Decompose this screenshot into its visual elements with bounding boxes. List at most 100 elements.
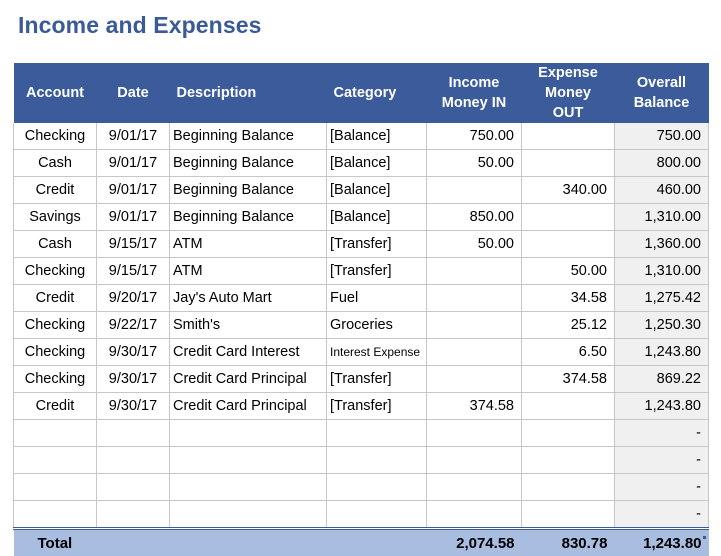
income-cell[interactable] [427, 258, 522, 285]
balance-cell[interactable]: 1,310.00 [615, 258, 709, 285]
date-cell[interactable]: 9/30/17 [97, 393, 170, 420]
balance-cell[interactable]: - [615, 420, 709, 447]
balance-cell[interactable]: 1,275.42 [615, 285, 709, 312]
date-cell[interactable]: 9/15/17 [97, 231, 170, 258]
total-income[interactable]: 2,074.58 [427, 529, 522, 556]
date-cell[interactable]: 9/01/17 [97, 123, 170, 150]
description-cell[interactable]: ATM [170, 231, 327, 258]
account-cell[interactable] [14, 447, 97, 474]
category-cell[interactable]: [Balance] [327, 150, 427, 177]
account-cell[interactable]: Checking [14, 258, 97, 285]
category-cell[interactable] [327, 501, 427, 529]
category-cell[interactable]: [Transfer] [327, 231, 427, 258]
expense-cell[interactable]: 25.12 [522, 312, 615, 339]
balance-cell[interactable]: 1,243.80 [615, 393, 709, 420]
balance-cell[interactable]: - [615, 474, 709, 501]
account-cell[interactable] [14, 501, 97, 529]
expense-cell[interactable] [522, 150, 615, 177]
balance-cell[interactable]: - [615, 501, 709, 529]
header-account[interactable]: Account [14, 63, 97, 123]
income-cell[interactable]: 50.00 [427, 231, 522, 258]
expense-cell[interactable] [522, 204, 615, 231]
description-cell[interactable]: Beginning Balance [170, 123, 327, 150]
header-date[interactable]: Date [97, 63, 170, 123]
expense-cell[interactable]: 340.00 [522, 177, 615, 204]
income-cell[interactable] [427, 339, 522, 366]
category-cell[interactable]: Interest Expense [327, 339, 427, 366]
category-cell[interactable]: Groceries [327, 312, 427, 339]
description-cell[interactable] [170, 420, 327, 447]
date-cell[interactable] [97, 501, 170, 529]
expense-cell[interactable] [522, 420, 615, 447]
balance-cell[interactable]: 1,360.00 [615, 231, 709, 258]
description-cell[interactable] [170, 501, 327, 529]
account-cell[interactable]: Cash [14, 150, 97, 177]
description-cell[interactable]: Beginning Balance [170, 177, 327, 204]
expense-cell[interactable]: 34.58 [522, 285, 615, 312]
date-cell[interactable]: 9/30/17 [97, 366, 170, 393]
description-cell[interactable]: Beginning Balance [170, 150, 327, 177]
expense-cell[interactable] [522, 474, 615, 501]
total-expense[interactable]: 830.78 [522, 529, 615, 556]
income-cell[interactable] [427, 177, 522, 204]
account-cell[interactable]: Credit [14, 177, 97, 204]
account-cell[interactable]: Credit [14, 285, 97, 312]
expense-cell[interactable] [522, 123, 615, 150]
date-cell[interactable]: 9/22/17 [97, 312, 170, 339]
expense-cell[interactable] [522, 501, 615, 529]
description-cell[interactable]: Credit Card Interest [170, 339, 327, 366]
date-cell[interactable]: 9/01/17 [97, 177, 170, 204]
date-cell[interactable] [97, 447, 170, 474]
description-cell[interactable]: Jay's Auto Mart [170, 285, 327, 312]
category-cell[interactable]: [Transfer] [327, 258, 427, 285]
income-cell[interactable]: 50.00 [427, 150, 522, 177]
expense-cell[interactable] [522, 447, 615, 474]
date-cell[interactable]: 9/15/17 [97, 258, 170, 285]
date-cell[interactable]: 9/01/17 [97, 150, 170, 177]
date-cell[interactable]: 9/01/17 [97, 204, 170, 231]
account-cell[interactable] [14, 420, 97, 447]
income-cell[interactable] [427, 285, 522, 312]
category-cell[interactable]: [Balance] [327, 204, 427, 231]
date-cell[interactable]: 9/20/17 [97, 285, 170, 312]
description-cell[interactable] [170, 447, 327, 474]
balance-cell[interactable]: 1,250.30 [615, 312, 709, 339]
header-category[interactable]: Category [327, 63, 427, 123]
category-cell[interactable]: [Balance] [327, 177, 427, 204]
income-cell[interactable] [427, 474, 522, 501]
description-cell[interactable]: Credit Card Principal [170, 393, 327, 420]
account-cell[interactable]: Savings [14, 204, 97, 231]
income-cell[interactable] [427, 501, 522, 529]
category-cell[interactable]: [Balance] [327, 123, 427, 150]
account-cell[interactable]: Checking [14, 339, 97, 366]
category-cell[interactable]: [Transfer] [327, 366, 427, 393]
income-cell[interactable]: 374.58 [427, 393, 522, 420]
balance-cell[interactable]: 869.22 [615, 366, 709, 393]
category-cell[interactable] [327, 420, 427, 447]
description-cell[interactable]: Smith's [170, 312, 327, 339]
balance-cell[interactable]: - [615, 447, 709, 474]
account-cell[interactable]: Checking [14, 312, 97, 339]
balance-cell[interactable]: 800.00 [615, 150, 709, 177]
description-cell[interactable]: Credit Card Principal [170, 366, 327, 393]
date-cell[interactable] [97, 420, 170, 447]
income-cell[interactable] [427, 312, 522, 339]
income-cell[interactable] [427, 366, 522, 393]
balance-cell[interactable]: 1,243.80 [615, 339, 709, 366]
expense-cell[interactable]: 6.50 [522, 339, 615, 366]
expense-cell[interactable]: 50.00 [522, 258, 615, 285]
expense-cell[interactable]: 374.58 [522, 366, 615, 393]
total-balance[interactable]: 1,243.80 [615, 529, 709, 556]
income-cell[interactable] [427, 420, 522, 447]
category-cell[interactable] [327, 474, 427, 501]
expense-cell[interactable] [522, 231, 615, 258]
expense-cell[interactable] [522, 393, 615, 420]
category-cell[interactable]: [Transfer] [327, 393, 427, 420]
balance-cell[interactable]: 1,310.00 [615, 204, 709, 231]
account-cell[interactable]: Credit [14, 393, 97, 420]
category-cell[interactable] [327, 447, 427, 474]
income-cell[interactable]: 850.00 [427, 204, 522, 231]
